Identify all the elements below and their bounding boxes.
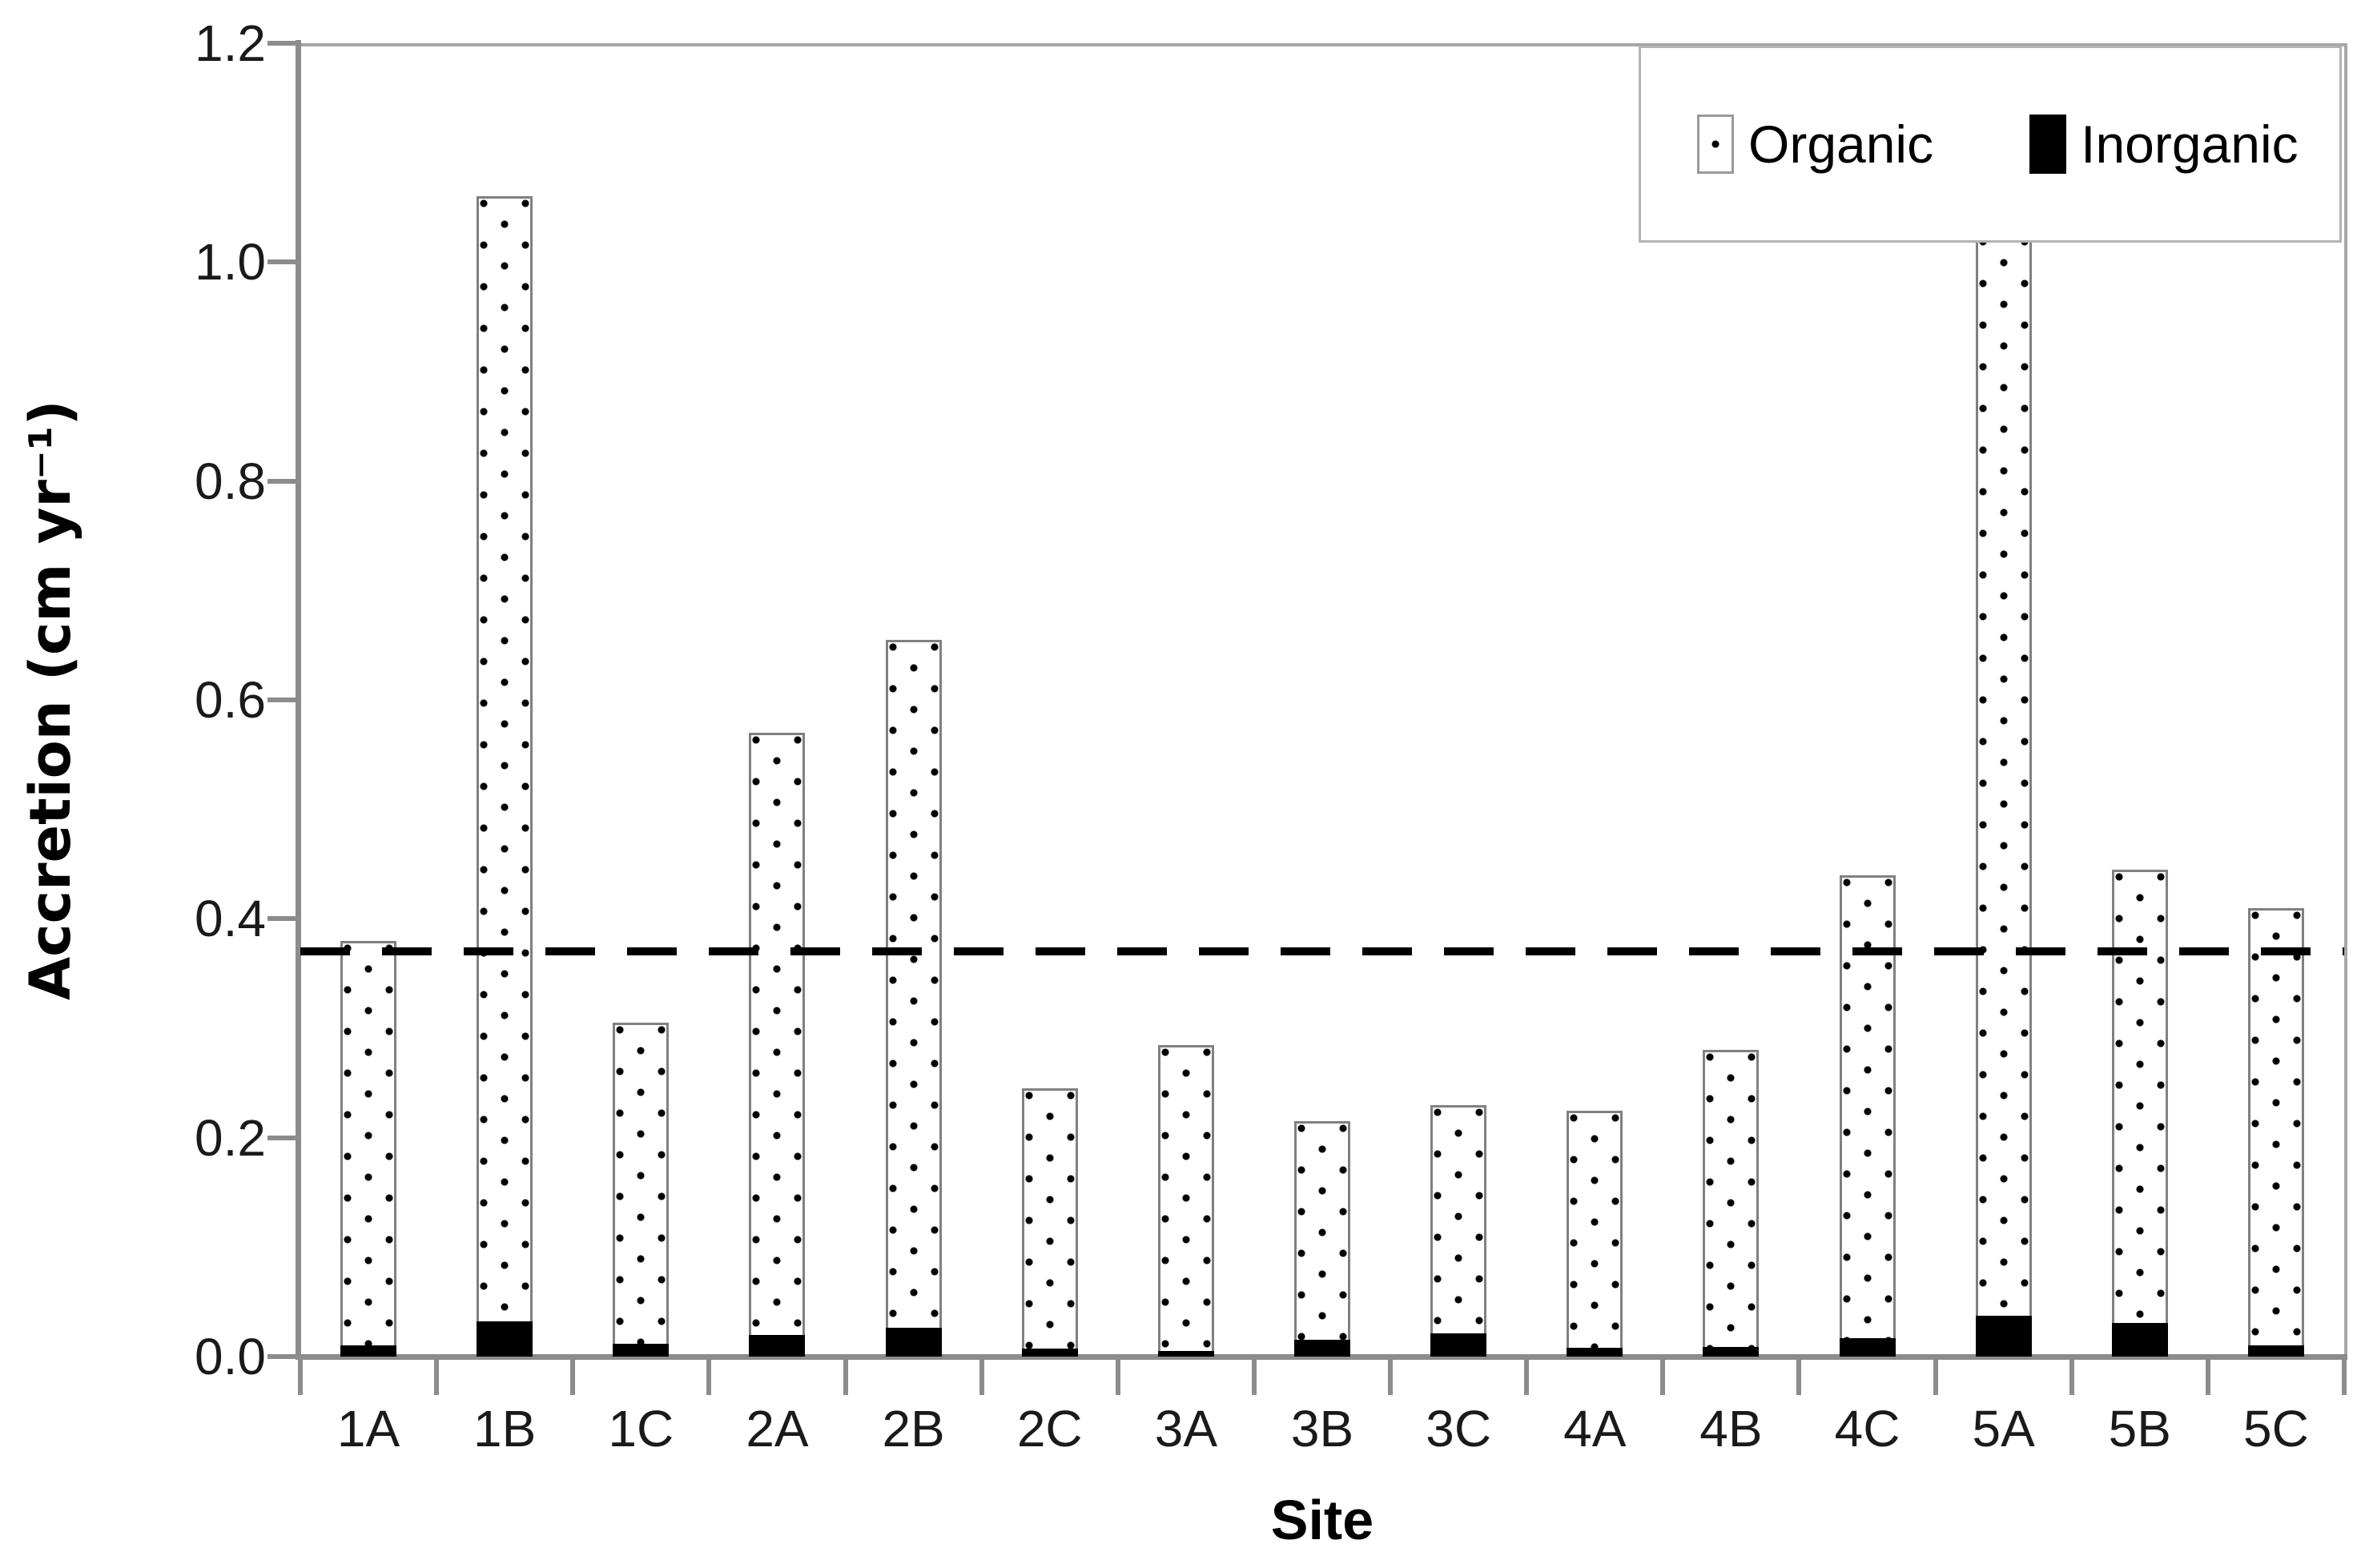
x-axis-tick <box>434 1360 440 1395</box>
bar-4C-inorganic <box>1839 1337 1896 1357</box>
x-tick-label-4B: 4B <box>1699 1400 1763 1457</box>
x-tick-label-2A: 2A <box>746 1400 809 1457</box>
bar-2B-organic <box>885 639 942 1357</box>
bar-4B-inorganic <box>1703 1346 1760 1357</box>
x-axis-tick <box>1660 1360 1666 1395</box>
x-axis-tick <box>979 1360 984 1395</box>
x-axis-tick <box>1524 1360 1530 1395</box>
x-tick-label-3C: 3C <box>1426 1400 1492 1457</box>
bar-1C-organic <box>613 1023 670 1357</box>
bar-4A-organic <box>1567 1110 1623 1357</box>
bar-2C-inorganic <box>1021 1349 1078 1357</box>
bar-4B-organic <box>1703 1050 1760 1357</box>
x-axis-line <box>296 1354 2347 1360</box>
y-tick-label: 0.8 <box>195 452 266 510</box>
bar-3A-organic <box>1157 1044 1214 1357</box>
y-tick-label: 0.2 <box>195 1108 266 1167</box>
x-tick-label-4C: 4C <box>1834 1400 1900 1457</box>
bar-3C-inorganic <box>1430 1333 1487 1357</box>
x-axis-tick <box>843 1360 848 1395</box>
y-tick-label: 1.2 <box>195 14 266 72</box>
bar-5C-organic <box>2247 907 2304 1357</box>
bar-4C-organic <box>1839 874 1896 1357</box>
y-tick-label: 1.0 <box>195 233 266 291</box>
x-tick-label-1C: 1C <box>608 1400 674 1457</box>
bar-2B-inorganic <box>885 1328 942 1357</box>
bar-5A-inorganic <box>1975 1316 2032 1357</box>
x-tick-label-5A: 5A <box>1972 1400 2035 1457</box>
bar-5B-organic <box>2111 869 2168 1357</box>
bar-3C-organic <box>1430 1104 1487 1357</box>
x-tick-label-1B: 1B <box>473 1400 537 1457</box>
bar-5B-inorganic <box>2111 1322 2168 1357</box>
y-axis-tick <box>267 1354 298 1359</box>
x-tick-label-4A: 4A <box>1563 1400 1627 1457</box>
x-tick-label-3B: 3B <box>1290 1400 1354 1457</box>
plot-area <box>300 43 2347 1360</box>
legend-label-organic: Organic <box>1748 115 1934 174</box>
bar-2A-inorganic <box>749 1334 806 1357</box>
y-axis-tick <box>267 698 298 702</box>
y-axis-tick <box>267 478 298 484</box>
legend: Organic Inorganic <box>1639 46 2342 243</box>
x-axis-tick <box>2205 1360 2210 1395</box>
legend-item-organic: Organic <box>1697 115 1933 174</box>
x-tick-label-2C: 2C <box>1016 1400 1083 1457</box>
y-axis-tick <box>267 259 298 265</box>
x-axis-title: Site <box>1270 1489 1374 1551</box>
x-axis-tick <box>298 1360 303 1395</box>
bar-1A-inorganic <box>340 1345 397 1357</box>
bar-3B-organic <box>1294 1121 1350 1357</box>
bar-4A-inorganic <box>1567 1348 1623 1357</box>
legend-item-inorganic: Inorganic <box>2029 115 2299 174</box>
x-tick-label-5C: 5C <box>2243 1400 2309 1457</box>
bar-1B-inorganic <box>477 1321 533 1357</box>
y-tick-label: 0.6 <box>195 671 266 729</box>
y-tick-label: 0.4 <box>195 890 266 948</box>
x-axis-tick <box>2069 1360 2074 1395</box>
y-axis-tick <box>267 1135 298 1140</box>
x-axis-tick <box>1796 1360 1802 1395</box>
x-axis-tick <box>1251 1360 1257 1395</box>
x-axis-tick <box>2342 1360 2347 1395</box>
x-axis-tick <box>1933 1360 1938 1395</box>
x-axis-tick <box>570 1360 576 1395</box>
y-axis-tick <box>267 41 298 46</box>
y-axis-title: Accretion (cm yr⁻¹) <box>18 400 83 1000</box>
bar-3A-inorganic <box>1157 1351 1214 1357</box>
legend-label-inorganic: Inorganic <box>2081 115 2299 174</box>
bar-1C-inorganic <box>613 1343 670 1357</box>
x-tick-label-1A: 1A <box>336 1400 400 1457</box>
bar-1B-organic <box>477 196 533 1357</box>
organic-dotted-swatch-icon <box>1697 115 1734 174</box>
x-tick-label-3A: 3A <box>1154 1400 1217 1457</box>
x-tick-label-2B: 2B <box>882 1400 945 1457</box>
x-tick-label-5B: 5B <box>2108 1400 2171 1457</box>
reference-dashed-line <box>300 947 2344 956</box>
x-axis-tick <box>1388 1360 1394 1395</box>
bar-2C-organic <box>1021 1088 1078 1357</box>
y-tick-label: 0.0 <box>195 1328 266 1385</box>
y-axis-line <box>296 40 301 1360</box>
bar-5A-organic <box>1975 235 2032 1357</box>
y-axis-tick <box>267 916 298 922</box>
bar-2A-organic <box>749 733 806 1357</box>
bar-3B-inorganic <box>1294 1340 1350 1357</box>
inorganic-black-swatch-icon <box>2029 115 2067 174</box>
bar-5C-inorganic <box>2247 1345 2304 1357</box>
x-axis-tick <box>706 1360 712 1395</box>
bar-1A-organic <box>340 940 397 1357</box>
x-axis-tick <box>1115 1360 1120 1395</box>
